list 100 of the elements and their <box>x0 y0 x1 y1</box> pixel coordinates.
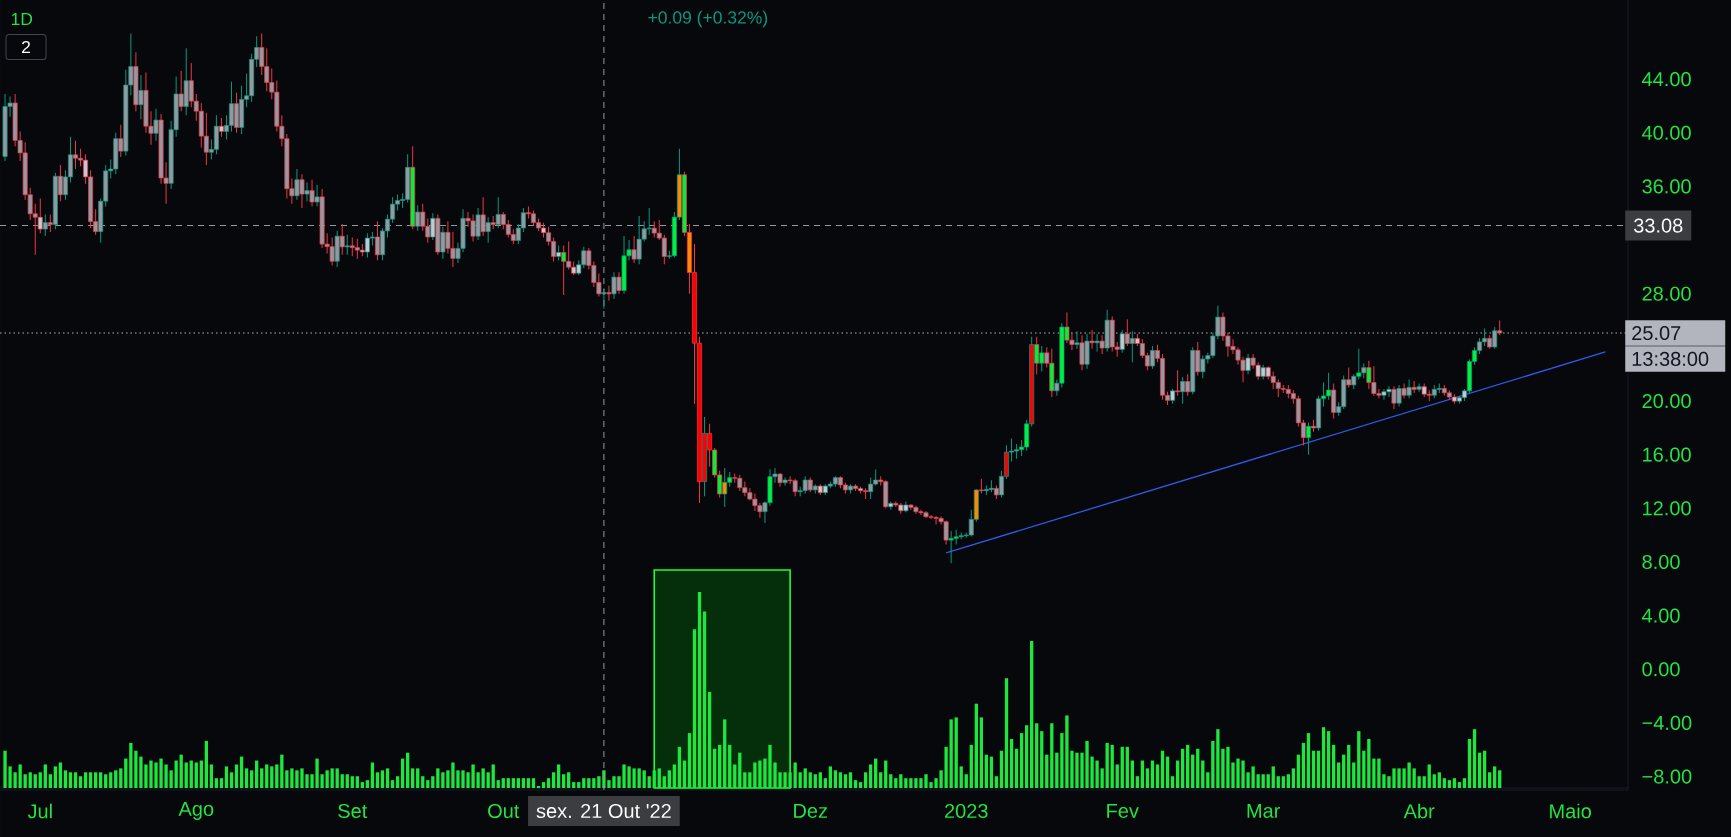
bar <box>214 778 219 788</box>
candlestick <box>1381 388 1387 401</box>
bar <box>43 764 47 788</box>
x-tick-label: Mar <box>1247 804 1281 818</box>
bar <box>390 780 395 788</box>
annotation: 2 <box>22 40 31 54</box>
bar <box>1206 772 1210 788</box>
bar <box>1004 678 1009 788</box>
bar <box>994 776 999 788</box>
bar <box>546 778 551 788</box>
y-tick-label: 36.00 <box>1642 179 1691 194</box>
bar <box>1498 770 1502 788</box>
bar <box>521 778 526 788</box>
bar <box>899 774 903 788</box>
bar <box>672 764 677 788</box>
bar <box>1306 733 1311 788</box>
x-tick-label: Out <box>488 803 520 819</box>
candlestick <box>1034 336 1040 375</box>
candlestick <box>561 244 567 296</box>
bar <box>556 764 561 788</box>
bar <box>1160 750 1165 788</box>
bar <box>345 774 349 788</box>
bar <box>848 772 853 788</box>
bar <box>360 782 365 788</box>
bar <box>1331 744 1336 788</box>
bar <box>707 691 712 788</box>
bar <box>702 611 707 788</box>
bar <box>114 770 118 788</box>
bar <box>677 746 682 788</box>
bar <box>1120 746 1124 788</box>
candlestick <box>1245 353 1251 375</box>
bar <box>808 772 812 788</box>
bar <box>335 768 339 788</box>
bar <box>73 772 78 788</box>
bar <box>385 768 390 788</box>
bar <box>838 772 843 788</box>
candlestick <box>213 114 219 155</box>
bar <box>1462 778 1467 788</box>
bar <box>58 762 63 788</box>
y-tick-label: 12.00 <box>1643 501 1691 516</box>
bar <box>1009 738 1014 788</box>
ref-line-label: 33.08 <box>1633 218 1683 233</box>
bar <box>1186 744 1190 788</box>
bar <box>204 740 209 788</box>
bar <box>843 774 848 788</box>
bar <box>1196 748 1200 788</box>
bar <box>1422 776 1426 788</box>
y-tick-label: 4.00 <box>1642 608 1680 623</box>
bar <box>370 762 375 788</box>
y-tick-label: −4.00 <box>1642 715 1692 730</box>
bar <box>828 766 833 788</box>
bar <box>109 772 113 788</box>
bar <box>416 768 420 788</box>
x-tick-label: Ago <box>178 802 214 820</box>
bar <box>879 772 883 788</box>
bar <box>1442 778 1446 788</box>
bar <box>1316 750 1321 788</box>
bar <box>1040 731 1044 788</box>
bar <box>1135 776 1140 788</box>
bar <box>728 744 732 788</box>
bar <box>823 778 827 788</box>
bar <box>1145 768 1150 788</box>
bar <box>652 770 656 788</box>
bar <box>1019 733 1024 788</box>
y-tick-label: 16.00 <box>1643 447 1691 462</box>
bar <box>1467 738 1472 788</box>
bar <box>572 782 576 788</box>
y-tick-label: 44.00 <box>1642 72 1691 87</box>
candlestick <box>1129 330 1135 363</box>
bar <box>1271 766 1275 788</box>
bar <box>551 772 556 788</box>
bar <box>48 774 52 788</box>
bar <box>78 776 83 788</box>
bar <box>68 772 73 788</box>
bar <box>1321 727 1326 788</box>
y-tick-label: 40.00 <box>1642 125 1691 140</box>
y-tick-label: 28.00 <box>1642 286 1691 301</box>
bar <box>265 764 269 788</box>
bar <box>119 768 123 788</box>
bar <box>1014 748 1019 788</box>
bar <box>88 772 93 788</box>
candlestick <box>722 467 728 508</box>
bar <box>99 772 103 788</box>
bar <box>697 591 702 788</box>
bar <box>587 778 591 788</box>
text: 13:38:00 <box>1632 351 1709 366</box>
bar <box>194 762 198 788</box>
bar <box>894 778 898 788</box>
bar <box>1452 778 1457 788</box>
bar <box>1286 774 1290 788</box>
bar <box>275 764 279 788</box>
bar <box>491 764 495 788</box>
y-tick-label: −8.00 <box>1642 769 1692 784</box>
bar <box>421 776 425 788</box>
bar <box>1417 776 1421 788</box>
bar <box>526 778 531 788</box>
bar <box>33 774 37 788</box>
x-tick-label: Set <box>338 803 368 819</box>
bar <box>1457 782 1462 788</box>
bar <box>853 780 858 788</box>
